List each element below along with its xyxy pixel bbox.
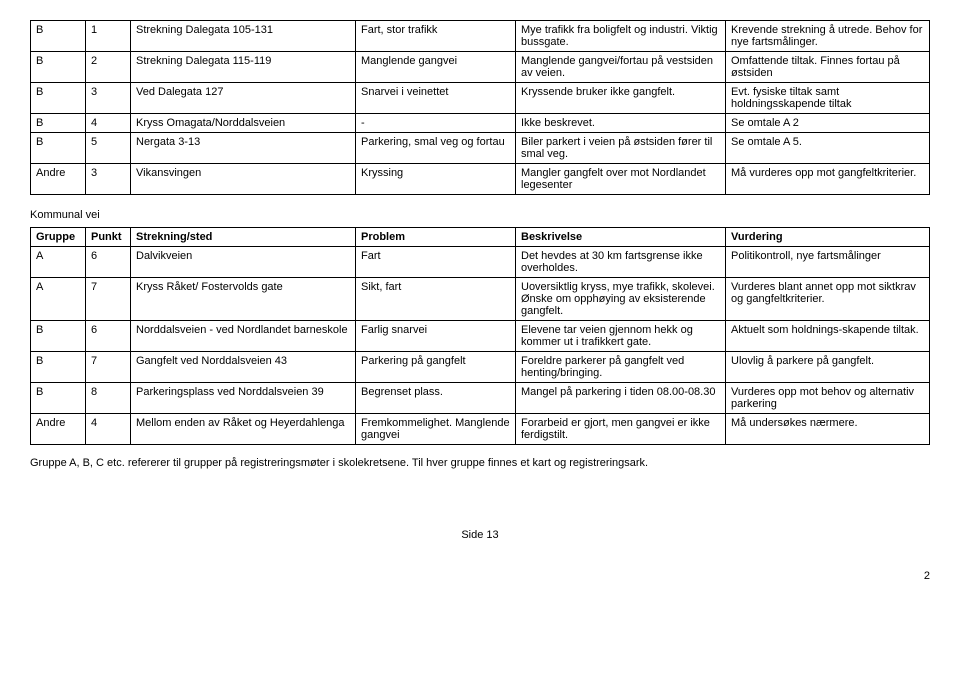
cell-strekning: Ved Dalegata 127 (131, 83, 356, 114)
table-row: B7Gangfelt ved Norddalsveien 43Parkering… (31, 352, 930, 383)
th-strekning: Strekning/sted (131, 228, 356, 247)
cell-vurdering: Ulovlig å parkere på gangfelt. (726, 352, 930, 383)
cell-problem: Parkering på gangfelt (356, 352, 516, 383)
cell-vurdering: Må vurderes opp mot gangfeltkriterier. (726, 164, 930, 195)
table-row: A6DalvikveienFartDet hevdes at 30 km far… (31, 247, 930, 278)
cell-problem: Begrenset plass. (356, 383, 516, 414)
cell-punkt: 6 (86, 247, 131, 278)
cell-gruppe: Andre (31, 164, 86, 195)
cell-punkt: 4 (86, 114, 131, 133)
table-row: B2Strekning Dalegata 115-119Manglende ga… (31, 52, 930, 83)
cell-problem: Sikt, fart (356, 278, 516, 321)
cell-strekning: Norddalsveien - ved Nordlandet barneskol… (131, 321, 356, 352)
footnote-text: Gruppe A, B, C etc. refererer til gruppe… (30, 457, 930, 469)
cell-beskrivelse: Forarbeid er gjort, men gangvei er ikke … (516, 414, 726, 445)
cell-strekning: Strekning Dalegata 115-119 (131, 52, 356, 83)
cell-punkt: 3 (86, 83, 131, 114)
cell-gruppe: B (31, 133, 86, 164)
cell-problem: Fart, stor trafikk (356, 21, 516, 52)
table-row: B8Parkeringsplass ved Norddalsveien 39Be… (31, 383, 930, 414)
cell-gruppe: A (31, 247, 86, 278)
cell-gruppe: B (31, 321, 86, 352)
cell-punkt: 3 (86, 164, 131, 195)
cell-beskrivelse: Ikke beskrevet. (516, 114, 726, 133)
cell-gruppe: A (31, 278, 86, 321)
cell-strekning: Strekning Dalegata 105-131 (131, 21, 356, 52)
cell-problem: Farlig snarvei (356, 321, 516, 352)
cell-punkt: 4 (86, 414, 131, 445)
page-number-right: 2 (924, 570, 930, 582)
cell-beskrivelse: Mye trafikk fra boligfelt og industri. V… (516, 21, 726, 52)
cell-gruppe: B (31, 83, 86, 114)
table-row: A7Kryss Råket/ Fostervolds gateSikt, far… (31, 278, 930, 321)
cell-vurdering: Se omtale A 5. (726, 133, 930, 164)
cell-vurdering: Se omtale A 2 (726, 114, 930, 133)
cell-strekning: Dalvikveien (131, 247, 356, 278)
cell-problem: Parkering, smal veg og fortau (356, 133, 516, 164)
th-gruppe: Gruppe (31, 228, 86, 247)
cell-gruppe: B (31, 383, 86, 414)
cell-strekning: Mellom enden av Råket og Heyerdahlenga (131, 414, 356, 445)
cell-punkt: 7 (86, 278, 131, 321)
cell-strekning: Vikansvingen (131, 164, 356, 195)
cell-beskrivelse: Foreldre parkerer på gangfelt ved hentin… (516, 352, 726, 383)
th-beskrivelse: Beskrivelse (516, 228, 726, 247)
cell-vurdering: Vurderes opp mot behov og alternativ par… (726, 383, 930, 414)
th-punkt: Punkt (86, 228, 131, 247)
cell-punkt: 1 (86, 21, 131, 52)
cell-punkt: 6 (86, 321, 131, 352)
table-row: B4Kryss Omagata/Norddalsveien-Ikke beskr… (31, 114, 930, 133)
table-row: B1Strekning Dalegata 105-131Fart, stor t… (31, 21, 930, 52)
cell-gruppe: B (31, 352, 86, 383)
cell-problem: Fremkommelighet. Manglende gangvei (356, 414, 516, 445)
table-row: B5Nergata 3-13Parkering, smal veg og for… (31, 133, 930, 164)
cell-beskrivelse: Elevene tar veien gjennom hekk og kommer… (516, 321, 726, 352)
cell-beskrivelse: Mangler gangfelt over mot Nordlandet leg… (516, 164, 726, 195)
cell-gruppe: B (31, 114, 86, 133)
cell-gruppe: B (31, 21, 86, 52)
cell-problem: Kryssing (356, 164, 516, 195)
cell-problem: Fart (356, 247, 516, 278)
cell-vurdering: Evt. fysiske tiltak samt holdningsskapen… (726, 83, 930, 114)
cell-strekning: Gangfelt ved Norddalsveien 43 (131, 352, 356, 383)
cell-problem: - (356, 114, 516, 133)
table-1: B1Strekning Dalegata 105-131Fart, stor t… (30, 20, 930, 195)
cell-strekning: Kryss Omagata/Norddalsveien (131, 114, 356, 133)
th-vurdering: Vurdering (726, 228, 930, 247)
cell-beskrivelse: Mangel på parkering i tiden 08.00-08.30 (516, 383, 726, 414)
cell-beskrivelse: Kryssende bruker ikke gangfelt. (516, 83, 726, 114)
cell-beskrivelse: Uoversiktlig kryss, mye trafikk, skoleve… (516, 278, 726, 321)
table-row: Andre3VikansvingenKryssingMangler gangfe… (31, 164, 930, 195)
cell-problem: Snarvei i veinettet (356, 83, 516, 114)
table-row: Andre4Mellom enden av Råket og Heyerdahl… (31, 414, 930, 445)
cell-beskrivelse: Manglende gangvei/fortau på vestsiden av… (516, 52, 726, 83)
page-label: Side 13 (30, 529, 930, 541)
table-2: Gruppe Punkt Strekning/sted Problem Besk… (30, 227, 930, 445)
cell-punkt: 8 (86, 383, 131, 414)
section-title-kommunal: Kommunal vei (30, 209, 930, 221)
cell-beskrivelse: Biler parkert i veien på østsiden fører … (516, 133, 726, 164)
cell-vurdering: Vurderes blant annet opp mot siktkrav og… (726, 278, 930, 321)
table-row: B3Ved Dalegata 127Snarvei i veinettetKry… (31, 83, 930, 114)
cell-gruppe: Andre (31, 414, 86, 445)
th-problem: Problem (356, 228, 516, 247)
cell-punkt: 2 (86, 52, 131, 83)
cell-punkt: 5 (86, 133, 131, 164)
cell-vurdering: Aktuelt som holdnings-skapende tiltak. (726, 321, 930, 352)
cell-vurdering: Politikontroll, nye fartsmålinger (726, 247, 930, 278)
cell-beskrivelse: Det hevdes at 30 km fartsgrense ikke ove… (516, 247, 726, 278)
cell-strekning: Parkeringsplass ved Norddalsveien 39 (131, 383, 356, 414)
cell-strekning: Kryss Råket/ Fostervolds gate (131, 278, 356, 321)
table-header-row: Gruppe Punkt Strekning/sted Problem Besk… (31, 228, 930, 247)
cell-vurdering: Omfattende tiltak. Finnes fortau på østs… (726, 52, 930, 83)
table-row: B6Norddalsveien - ved Nordlandet barnesk… (31, 321, 930, 352)
cell-punkt: 7 (86, 352, 131, 383)
cell-problem: Manglende gangvei (356, 52, 516, 83)
cell-gruppe: B (31, 52, 86, 83)
cell-vurdering: Må undersøkes nærmere. (726, 414, 930, 445)
cell-vurdering: Krevende strekning å utrede. Behov for n… (726, 21, 930, 52)
cell-strekning: Nergata 3-13 (131, 133, 356, 164)
